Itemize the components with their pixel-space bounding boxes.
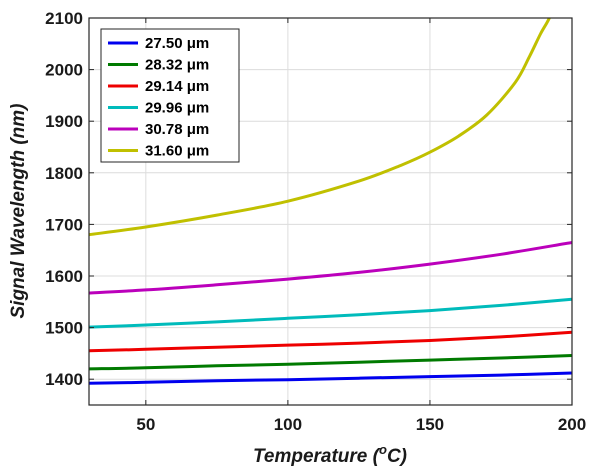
x-tick-label: 50 (136, 415, 155, 434)
y-axis-title: Signal Wavelength (nm) (8, 103, 29, 318)
x-axis-title: Temperature (oC) (253, 442, 407, 467)
y-tick-label: 2000 (45, 61, 83, 80)
series-line-5 (89, 241, 572, 295)
series-line-3 (89, 330, 572, 353)
legend-label-6: 31.60 μm (145, 143, 209, 160)
series-line-6 (89, 18, 551, 237)
legend-label-3: 29.14 μm (145, 78, 209, 95)
y-tick-label: 1800 (45, 164, 83, 183)
legend-label-4: 29.96 μm (145, 100, 209, 117)
y-tick-label: 1900 (45, 112, 83, 131)
x-tick-label: 150 (416, 415, 444, 434)
x-axis-title-main: Temperature ( (253, 446, 382, 467)
series-lines (89, 18, 572, 385)
series-line-2 (89, 354, 572, 371)
legend-label-2: 28.32 μm (145, 57, 209, 74)
series-line-4 (89, 297, 572, 329)
y-tick-labels: 1400 1500 1600 1700 1800 1900 2000 2100 (45, 9, 83, 389)
x-tick-labels: 50 100 150 200 (136, 415, 586, 434)
plot-frame (88, 17, 573, 406)
y-tick-label: 1600 (45, 267, 83, 286)
x-tick-label: 200 (558, 415, 586, 434)
legend-label-5: 30.78 μm (145, 121, 209, 138)
y-tick-label: 1700 (45, 215, 83, 234)
y-tick-label: 1400 (45, 370, 83, 389)
x-axis-title-degree: o (379, 442, 387, 457)
series-line-1 (89, 371, 572, 385)
tick-marks (89, 17, 573, 405)
y-tick-label: 1500 (45, 319, 83, 338)
legend-box (100, 28, 240, 163)
x-tick-label: 100 (274, 415, 302, 434)
y-tick-label: 2100 (45, 9, 83, 28)
legend-label-1: 27.50 μm (145, 35, 209, 52)
legend: 27.50 μm 28.32 μm 29.14 μm 29.96 μm 30.78 μm… (100, 28, 240, 163)
x-axis-title-unit: C) (387, 446, 407, 467)
